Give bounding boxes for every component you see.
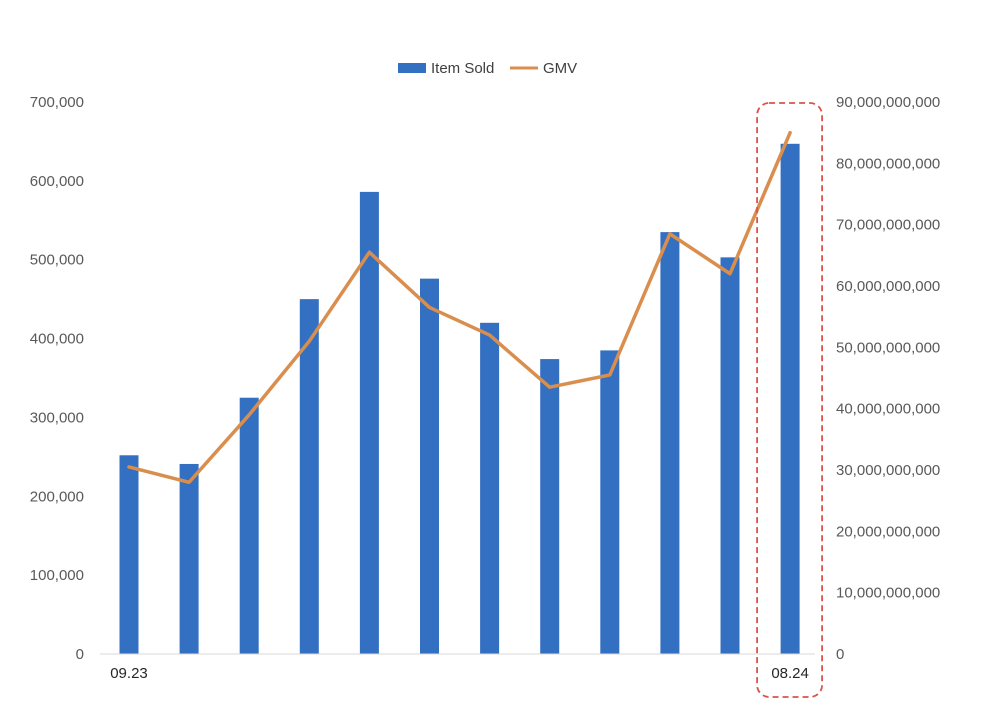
highlight-dashed-box (756, 102, 823, 698)
bar-item-sold (600, 350, 620, 654)
y-right-tick-label: 70,000,000,000 (836, 217, 940, 234)
legend-label-gmv: GMV (543, 60, 577, 77)
bar-item-sold (359, 191, 379, 654)
x-tick-label: 09.23 (110, 665, 148, 682)
x-tick-label: 08.24 (771, 665, 809, 682)
y-right-tick-label: 40,000,000,000 (836, 401, 940, 418)
y-right-tick-label: 60,000,000,000 (836, 278, 940, 295)
bar-item-sold (480, 322, 500, 654)
bar-item-sold (720, 257, 740, 654)
y-right-tick-label: 30,000,000,000 (836, 462, 940, 479)
line-series-gmv (127, 130, 792, 485)
x-axis: 09.23 08.24 (100, 653, 815, 682)
y-left-tick-label: 700,000 (30, 94, 84, 111)
legend: Item Sold GMV (398, 60, 577, 77)
highlight-box (756, 102, 823, 698)
y-left-tick-label: 400,000 (30, 331, 84, 348)
y-left-tick-label: 100,000 (30, 567, 84, 584)
legend-swatch-item-sold (398, 63, 426, 73)
y-right-tick-label: 90,000,000,000 (836, 94, 940, 111)
bar-item-sold (299, 299, 319, 654)
y-left-tick-label: 0 (76, 646, 84, 663)
y-left-tick-label: 500,000 (30, 252, 84, 269)
y-axis-right: 0 10,000,000,000 20,000,000,000 30,000,000,… (836, 94, 940, 663)
bar-item-sold (119, 455, 139, 654)
y-right-tick-label: 0 (836, 646, 844, 663)
y-axis-left: 0 100,000 200,000 300,000 400,000 500,000 600,… (30, 94, 84, 663)
bar-item-sold (660, 232, 680, 654)
bar-item-sold (420, 278, 439, 654)
y-left-tick-label: 600,000 (30, 173, 84, 190)
bar-item-sold (540, 359, 560, 654)
bar-item-sold (239, 397, 259, 654)
y-left-tick-label: 300,000 (30, 409, 84, 426)
legend-label-item-sold: Item Sold (431, 60, 494, 77)
bar-item-sold (179, 463, 199, 654)
bar-series-item-sold (119, 143, 800, 654)
y-right-tick-label: 80,000,000,000 (836, 155, 940, 172)
bar-item-sold (780, 143, 800, 654)
y-right-tick-label: 10,000,000,000 (836, 585, 940, 602)
gmv-line (127, 130, 792, 485)
y-right-tick-label: 20,000,000,000 (836, 523, 940, 540)
y-right-tick-label: 50,000,000,000 (836, 339, 940, 356)
y-left-tick-label: 200,000 (30, 488, 84, 505)
